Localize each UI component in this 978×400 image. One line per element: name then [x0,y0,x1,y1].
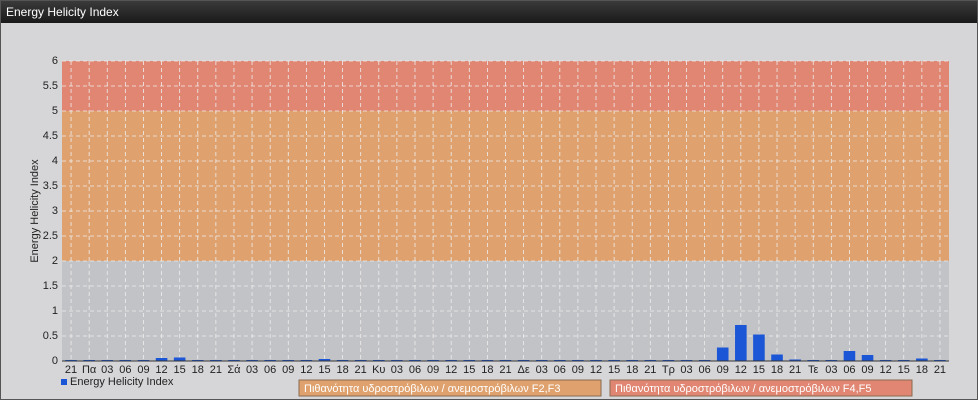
x-tick-label: 18 [626,364,638,376]
x-tick-label: 12 [590,364,602,376]
x-tick-label: 15 [898,364,910,376]
x-tick-label: 12 [155,364,167,376]
x-tick-label: 15 [318,364,330,376]
y-tick-label: 0 [52,355,58,367]
x-tick-label: Τε [808,364,819,376]
bar [155,358,168,361]
x-tick-label: 06 [119,364,131,376]
x-tick-label: 12 [300,364,312,376]
x-tick-label: 21 [644,364,656,376]
x-tick-label: 12 [445,364,457,376]
y-tick-label: 4 [52,155,58,167]
bar [753,334,765,361]
x-tick-label: 06 [843,364,855,376]
bar [173,357,186,361]
x-tick-label: 21 [355,364,367,376]
x-tick-label: 03 [680,364,692,376]
x-tick-label: 15 [608,364,620,376]
y-tick-label: 4.5 [43,130,58,142]
x-tick-label: 15 [174,364,186,376]
x-tick-label: 18 [916,364,928,376]
x-tick-label: Σά [227,364,241,376]
x-tick-label: 18 [771,364,783,376]
x-tick-label: 15 [753,364,765,376]
x-tick-label: 03 [825,364,837,376]
bar [735,325,747,361]
title-bar: Energy Helicity Index [1,1,977,23]
band-legend-label: Πιθανότητα υδροστρόβιλων / ανεμοστρόβιλω… [304,383,561,395]
x-tick-label: 21 [499,364,511,376]
x-tick-label: 06 [409,364,421,376]
x-tick-label: 09 [861,364,873,376]
band-legend-box [609,379,913,397]
y-axis-label: Energy Helicity Index [29,159,41,263]
legend-swatch [61,379,67,385]
x-tick-label: 21 [210,364,222,376]
x-tick-label: 18 [192,364,204,376]
x-tick-label: 06 [554,364,566,376]
x-tick-label: 18 [481,364,493,376]
y-tick-label: 1 [52,305,58,317]
y-tick-label: 6 [52,55,58,67]
x-tick-label: Κυ [372,364,385,376]
bar [771,354,783,361]
x-tick-label: 03 [101,364,113,376]
bar [861,355,874,361]
x-tick-label: 12 [735,364,747,376]
y-tick-label: 3 [52,205,58,217]
x-tick-label: 18 [336,364,348,376]
y-tick-label: 2.5 [43,230,58,242]
y-tick-label: 1.5 [43,280,58,292]
y-tick-label: 2 [52,255,58,267]
x-tick-label: 09 [717,364,729,376]
y-tick-label: 3.5 [43,180,58,192]
band-legend-label: Πιθανότητα υδροστρόβιλων / ανεμοστρόβιλω… [615,383,872,395]
band-legend-box [298,379,602,397]
bar [916,358,928,361]
x-tick-label: 06 [698,364,710,376]
x-tick-label: 03 [246,364,258,376]
x-tick-label: Πα [82,364,97,376]
bar [318,359,331,361]
y-tick-label: 5.5 [43,80,58,92]
x-tick-label: 21 [934,364,946,376]
x-tick-label: 15 [463,364,475,376]
x-tick-label: 21 [789,364,801,376]
y-tick-label: 5 [52,105,58,117]
x-tick-label: 03 [391,364,403,376]
x-tick-label: 09 [282,364,294,376]
bar [789,359,801,361]
x-tick-label: 03 [536,364,548,376]
x-tick-label: 06 [264,364,276,376]
x-tick-label: 09 [572,364,584,376]
bar [843,351,856,361]
x-tick-label: 21 [65,364,77,376]
x-tick-label: 09 [137,364,149,376]
y-tick-label: 0.5 [43,330,58,342]
x-tick-label: Τρ [662,364,675,376]
chart: 0 0.5 1 1.5 2 2.5 3 3.5 4 4.5 5 5.5 6 Energy Helicity… [29,55,949,397]
x-tick-label: Δε [517,364,529,376]
bar [716,347,729,361]
x-tick-label: 12 [880,364,892,376]
x-tick-label: 09 [427,364,439,376]
legend-label: Energy Helicity Index [70,376,174,388]
